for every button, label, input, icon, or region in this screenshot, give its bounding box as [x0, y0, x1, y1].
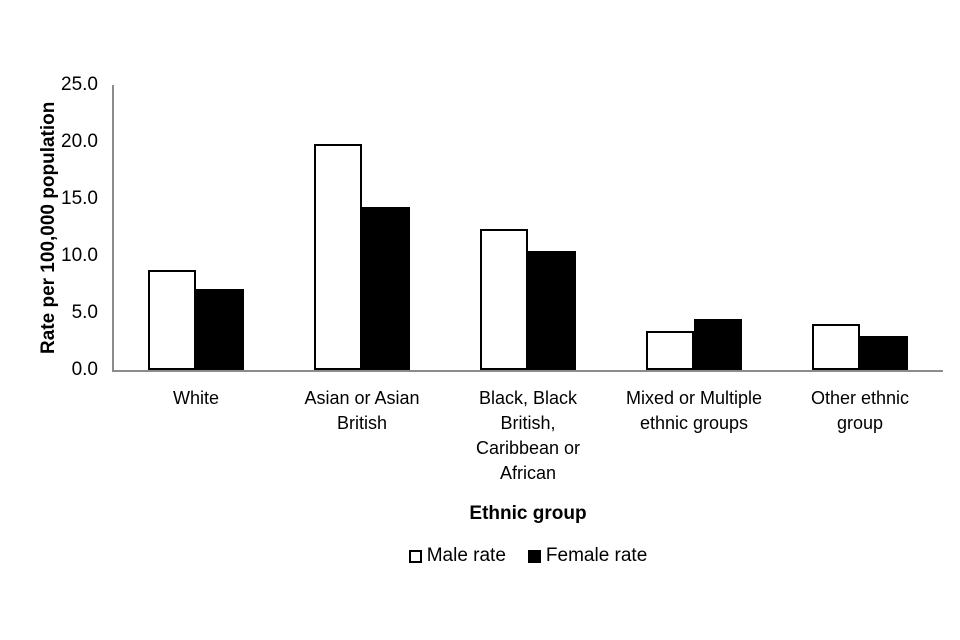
y-tick-label-20.0: 20.0 [61, 131, 98, 152]
bar-male-3 [646, 331, 694, 370]
x-axis-line [112, 370, 943, 372]
x-category-label-4: Other ethnic group [810, 388, 910, 433]
bar-female-1 [362, 207, 410, 370]
legend-label-female: Female rate [545, 545, 648, 566]
bar-female-3 [694, 319, 742, 370]
x-category-label-2: Black, Black British, Caribbean or African [475, 388, 581, 483]
y-tick-label-0.0: 0.0 [71, 359, 98, 380]
x-category-label-3: Mixed or Multiple ethnic groups [625, 388, 763, 433]
y-tick-label-5.0: 5.0 [71, 302, 98, 323]
y-axis-line [112, 85, 114, 372]
y-tick-label-15.0: 15.0 [61, 188, 98, 209]
bar-male-4 [812, 324, 860, 370]
plot-area [113, 85, 943, 370]
male-rate-swatch-icon [408, 549, 422, 563]
bar-female-2 [528, 251, 576, 370]
bar-female-4 [860, 336, 908, 370]
y-tick-label-25.0: 25.0 [61, 74, 98, 95]
female-rate-swatch-icon [527, 549, 541, 563]
chart-legend: Male rate Female rate [113, 546, 943, 566]
x-axis-title: Ethnic group [469, 503, 587, 524]
x-category-label-0: White [172, 388, 219, 408]
legend-item-female: Female rate [527, 545, 648, 566]
x-category-label-1: Asian or Asian British [304, 388, 420, 433]
legend-label-male: Male rate [426, 545, 506, 566]
bar-male-2 [480, 229, 528, 370]
legend-item-male: Male rate [408, 545, 506, 566]
bar-female-0 [196, 289, 244, 370]
bar-male-1 [314, 144, 362, 370]
bar-male-0 [148, 270, 196, 370]
y-tick-label-10.0: 10.0 [61, 245, 98, 266]
